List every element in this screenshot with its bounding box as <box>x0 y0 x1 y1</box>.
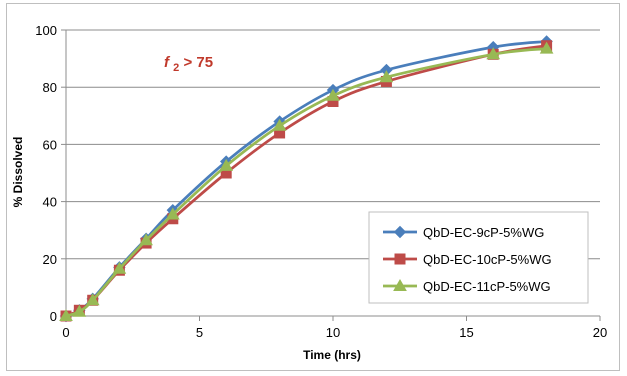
legend-swatch-marker-1 <box>394 253 406 265</box>
x-tick-label-4: 20 <box>593 325 607 340</box>
series-2-point-0 <box>59 308 73 321</box>
axes <box>61 29 601 321</box>
y-tick-label-5: 100 <box>35 23 57 38</box>
legend: QbD-EC-9cP-5%WG QbD-EC-10cP-5%WG QbD-EC-11… <box>368 211 589 304</box>
legend-label-1: QbD-EC-10cP-5%WG <box>423 252 552 267</box>
x-tick-label-1: 5 <box>196 325 203 340</box>
y-tick-labels: 0 20 40 60 80 100 <box>35 23 57 324</box>
legend-entry-0: QbD-EC-9cP-5%WG <box>383 225 544 240</box>
series-2-point-5 <box>165 207 180 220</box>
y-tick-label-1: 20 <box>43 252 57 267</box>
chart-frame <box>6 3 620 371</box>
f2-annotation: f 2 > 75 <box>164 54 213 75</box>
x-tick-label-0: 0 <box>62 325 69 340</box>
series-2-point-8 <box>326 88 340 101</box>
x-tick-label-3: 15 <box>459 325 473 340</box>
x-tick-labels: 0 5 10 15 20 <box>62 325 607 340</box>
y-tick-label-0: 0 <box>50 309 57 324</box>
legend-swatch-marker-0 <box>393 225 407 239</box>
y-tick-label-4: 80 <box>43 80 57 95</box>
series-2 <box>59 41 554 321</box>
y-tick-label-3: 60 <box>43 137 57 152</box>
series-2-point-6 <box>219 158 234 171</box>
series-2-point-10 <box>486 47 501 60</box>
series-2-point-4 <box>139 233 153 246</box>
series-2-point-9 <box>379 70 394 83</box>
series-2-point-3 <box>112 261 127 274</box>
legend-swatch-marker-2 <box>393 278 407 291</box>
x-axis-title: Time (hrs) <box>303 348 361 362</box>
x-tick-label-2: 10 <box>326 325 340 340</box>
annotation-f: f <box>164 54 171 71</box>
series-2-point-11 <box>539 41 554 54</box>
annotation-subscript: 2 <box>173 62 179 74</box>
legend-label-0: QbD-EC-9cP-5%WG <box>423 225 544 240</box>
series-2-point-2 <box>85 293 100 306</box>
annotation-rest: > 75 <box>183 54 213 71</box>
series-group <box>59 35 554 323</box>
legend-entry-1: QbD-EC-10cP-5%WG <box>383 252 552 267</box>
y-tick-label-2: 40 <box>43 195 57 210</box>
y-axis-title: % Dissolved <box>11 137 25 208</box>
legend-entry-2: QbD-EC-11cP-5%WG <box>383 278 551 294</box>
legend-label-2: QbD-EC-11cP-5%WG <box>423 279 551 294</box>
series-2-point-1 <box>72 304 87 317</box>
series-2-point-7 <box>272 118 287 131</box>
